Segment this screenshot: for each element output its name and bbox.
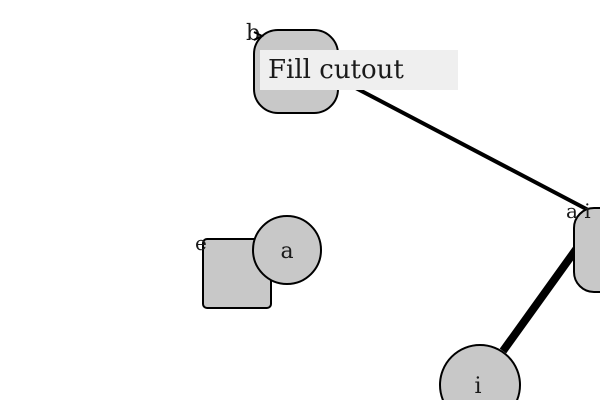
node-square-corner-label: e xyxy=(195,231,207,255)
circle-a-shape xyxy=(252,215,322,285)
right-rounded-shape xyxy=(573,207,600,293)
circle-i-shape xyxy=(439,344,521,405)
node-circle-i-label: i xyxy=(474,374,481,399)
tooltip-text: Fill cutout xyxy=(268,55,404,85)
tooltip: Fill cutout xyxy=(260,50,458,90)
node-circle-a-label: a xyxy=(280,239,293,264)
node-right-corner-label: a i xyxy=(566,199,591,223)
node-right[interactable]: a i xyxy=(566,199,600,293)
arrow-marker-icon xyxy=(253,31,265,41)
tooltip-background xyxy=(260,50,458,90)
node-circle-a[interactable]: a xyxy=(252,215,322,285)
edge-top-to-right xyxy=(349,83,593,214)
node-circle-i[interactable]: i xyxy=(439,344,521,405)
